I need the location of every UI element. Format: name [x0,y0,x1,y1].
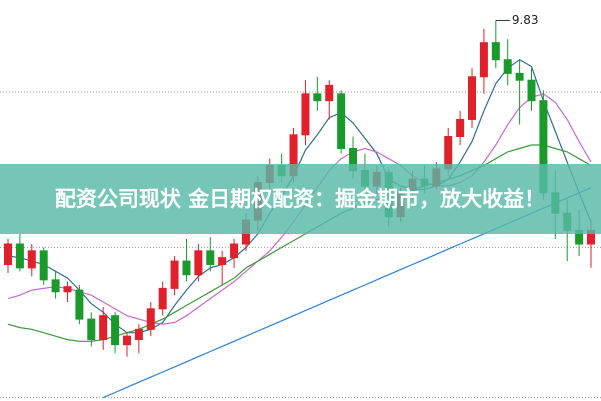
candle-body [230,243,239,259]
candle-body [325,84,334,102]
candle-body [99,315,108,341]
candle-body [313,93,322,102]
candle-body [479,42,488,78]
candle-body [194,250,203,276]
candle-body [515,72,524,81]
candle-body [75,289,84,320]
candle-body [134,328,143,341]
candle-body [63,286,72,293]
candle-body [527,79,536,102]
candle-body [491,42,500,61]
candle-body [51,279,60,293]
candle-body [158,287,167,310]
moving-average-line [7,58,592,334]
candle-body [503,59,512,74]
candle-body [218,257,227,265]
candle-body [4,243,12,265]
candle-body [337,93,346,149]
candle-body [87,318,96,341]
candle-body [111,315,120,346]
candle-body [301,93,310,136]
candle-body [27,250,36,269]
banner-title: 配资公司现状 金日期权配资：掘金期市，放大收益！ [55,187,545,211]
candle-body [456,118,465,138]
candle-body [122,335,131,346]
max-label: 9.83 [512,13,539,27]
candle-body [206,250,215,265]
candle-body [39,250,48,281]
candle-body [170,260,179,289]
candle-body [15,243,24,269]
candle-body [146,308,155,330]
candle-body [182,260,191,276]
banner [0,164,601,234]
candle-body [468,76,477,120]
